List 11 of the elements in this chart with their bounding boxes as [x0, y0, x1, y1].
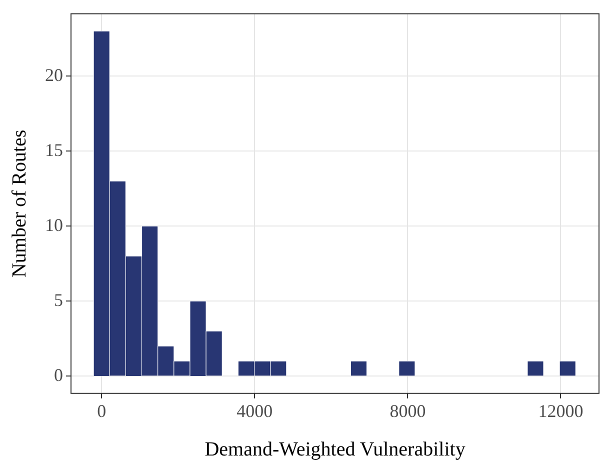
- x-tick-label: 0: [97, 400, 106, 421]
- x-tick-label: 12000: [538, 400, 584, 421]
- x-axis-title: Demand-Weighted Vulnerability: [204, 438, 466, 460]
- y-tick-label: 15: [45, 140, 63, 160]
- y-tick-label: 5: [54, 290, 63, 310]
- x-tick-label: 8000: [390, 400, 426, 421]
- y-tick-label: 20: [45, 64, 63, 85]
- y-tick-label: 0: [54, 364, 63, 385]
- y-axis-title: Number of Routes: [8, 130, 30, 278]
- x-tick-label: 4000: [236, 400, 273, 421]
- y-tick-label: 10: [45, 214, 63, 235]
